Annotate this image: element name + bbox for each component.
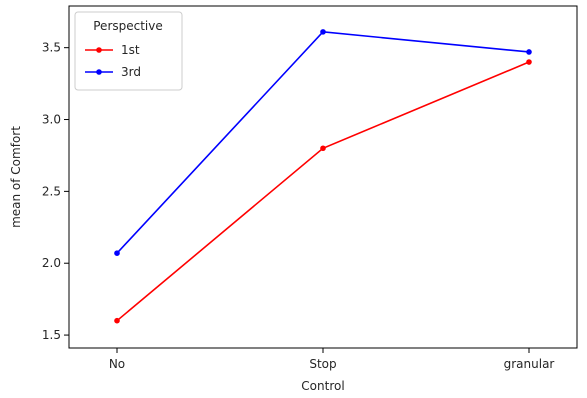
y-tick-label: 1.5	[42, 328, 61, 342]
legend-label: 3rd	[121, 65, 141, 79]
legend-marker	[96, 69, 102, 75]
legend-label: 1st	[121, 43, 140, 57]
data-point	[114, 318, 120, 324]
x-tick-label: Stop	[309, 357, 336, 371]
x-tick-label: No	[109, 357, 125, 371]
x-axis-title: Control	[301, 379, 344, 393]
y-tick-label: 2.5	[42, 184, 61, 198]
y-tick-label: 2.0	[42, 256, 61, 270]
data-point	[526, 59, 532, 65]
legend-title: Perspective	[93, 19, 163, 33]
y-axis-ticks: 1.5 2.0 2.5 3.0 3.5	[42, 41, 69, 342]
data-point	[526, 49, 532, 55]
data-point	[320, 145, 326, 151]
y-tick-label: 3.5	[42, 41, 61, 55]
legend: Perspective 1st 3rd	[75, 12, 182, 90]
y-axis-title: mean of Comfort	[9, 126, 23, 228]
x-tick-label: granular	[504, 357, 555, 371]
legend-marker	[96, 47, 102, 53]
data-point	[114, 250, 120, 256]
y-tick-label: 3.0	[42, 113, 61, 127]
data-point	[320, 29, 326, 35]
x-axis-ticks: No Stop granular	[109, 348, 555, 371]
